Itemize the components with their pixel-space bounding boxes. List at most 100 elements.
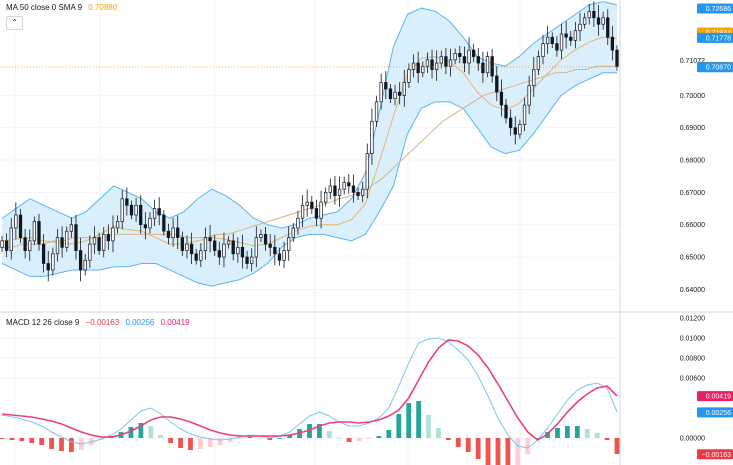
candle-body	[541, 43, 545, 57]
candle-body	[102, 234, 106, 251]
candle-body	[615, 49, 619, 67]
macd-histogram-bar	[267, 438, 273, 440]
candle-body	[51, 253, 55, 271]
candle-body	[263, 234, 268, 245]
candle-body	[596, 17, 601, 25]
candle-body	[310, 201, 314, 209]
candle-body	[328, 185, 332, 193]
candle-body	[527, 85, 531, 106]
candle	[273, 234, 277, 266]
macd-histogram-bar	[386, 430, 392, 438]
candle-body	[384, 82, 388, 90]
candle-body	[587, 10, 591, 19]
candle-body	[518, 124, 522, 135]
macd-histogram-bar	[257, 438, 263, 439]
candle-body	[9, 227, 13, 251]
candle	[596, 5, 601, 36]
macd-histogram-bar	[168, 438, 174, 443]
price-tick-label: 0.68000	[680, 158, 705, 165]
macd-histogram-bar	[227, 438, 233, 442]
main-legend: MA 50 close 0 SMA 9 0.70880	[6, 3, 121, 12]
macd-histogram-bar	[178, 438, 183, 448]
candle	[157, 197, 161, 226]
macd-histogram-bar	[148, 426, 154, 438]
candle-body	[425, 59, 430, 67]
candle-body	[481, 62, 485, 74]
candle-body	[4, 240, 9, 251]
candle	[328, 178, 332, 200]
candle	[495, 65, 499, 102]
candle-body	[268, 243, 272, 248]
price-badge: 0.71778	[697, 32, 733, 43]
candle	[106, 224, 111, 250]
candle	[421, 61, 425, 78]
candle	[4, 233, 9, 258]
candle	[9, 217, 13, 260]
candle-body	[393, 91, 397, 99]
candle-body	[296, 217, 300, 229]
candle	[250, 248, 254, 272]
candle	[65, 226, 69, 252]
macd-histogram-bar	[287, 435, 293, 438]
candle	[504, 98, 508, 124]
candle	[139, 195, 143, 234]
candle-body	[610, 36, 615, 51]
macd-histogram-bar	[307, 424, 312, 438]
candle	[527, 75, 531, 115]
candle	[606, 9, 610, 46]
candle-body	[569, 36, 573, 41]
candle	[615, 45, 619, 71]
candle-body	[115, 221, 120, 229]
candle	[41, 234, 46, 273]
price-tick-label: 0.67000	[680, 190, 705, 197]
candle-body	[97, 237, 101, 251]
candle-body	[458, 52, 462, 57]
candle	[120, 190, 124, 230]
price-pane[interactable]	[0, 0, 619, 465]
candle-body	[129, 204, 134, 216]
candle	[518, 119, 522, 139]
macd-badge: 0.00256	[697, 407, 733, 418]
price-badge-bg	[697, 62, 733, 73]
candle	[601, 11, 605, 30]
candle-body	[430, 59, 434, 70]
candle-body	[23, 237, 27, 251]
candle-body	[365, 153, 369, 190]
candle-body	[402, 82, 406, 96]
candle	[573, 21, 578, 49]
candle	[217, 241, 221, 265]
candle-body	[453, 52, 457, 61]
collapse-legend-button[interactable]: ⌃	[6, 16, 23, 30]
candle	[319, 190, 323, 229]
candle-body	[171, 227, 175, 238]
candle-body	[578, 23, 582, 32]
candle	[134, 197, 138, 222]
macd-histogram-bar	[584, 429, 590, 438]
candle	[444, 47, 448, 75]
candle-body	[120, 198, 124, 222]
candle	[180, 231, 184, 257]
candle-body	[582, 17, 587, 25]
ma-legend-value: 0.70880	[88, 3, 118, 12]
candle-body	[166, 230, 171, 238]
macd-histogram-bar	[535, 438, 541, 439]
candle-body	[139, 204, 143, 226]
candle	[287, 226, 291, 261]
candle	[300, 195, 305, 228]
macd-pane[interactable]	[0, 337, 620, 465]
candle-body	[32, 221, 37, 242]
candle-body	[14, 214, 18, 229]
candle	[610, 25, 615, 61]
candle	[476, 47, 480, 71]
candle	[361, 181, 365, 203]
candle	[541, 34, 545, 65]
candle	[277, 247, 282, 266]
candle-body	[499, 91, 504, 106]
candle	[282, 241, 286, 269]
candle-body	[176, 227, 180, 238]
macd-histogram-bar	[29, 438, 35, 443]
candle-body	[189, 243, 194, 255]
price-badge-bg	[697, 449, 733, 460]
